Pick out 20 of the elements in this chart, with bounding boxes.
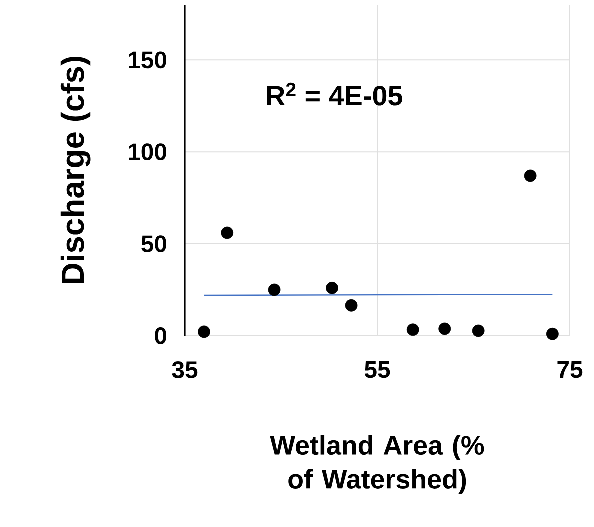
point [198,326,210,338]
y-tick-label: 0 [155,328,166,344]
point [345,299,358,312]
point [268,284,281,296]
x-tick-label: 75 [558,362,583,378]
x-axis-title: Wetland Area (% of Watershed) [270,435,484,494]
point [546,328,559,340]
point [472,324,485,338]
x-tick-label: 35 [172,362,198,378]
point [326,282,338,294]
y-tick-label: 50 [142,236,166,253]
y-axis-title: Discharge (cfs) [60,56,91,284]
point [221,226,234,240]
point [406,324,420,336]
x-tick-label: 55 [364,362,390,378]
point [524,170,537,182]
point [438,322,452,336]
y-tick-label: 100 [129,144,166,161]
y-tick-label: 150 [129,52,166,69]
annotation: R$^{2}$ = 4E-05 [267,82,402,106]
